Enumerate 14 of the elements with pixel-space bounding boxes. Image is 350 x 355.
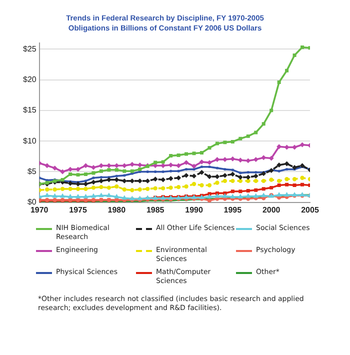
y-tick-label: $20: [22, 74, 37, 84]
y-tick-label: $10: [22, 136, 37, 146]
x-tick-label: 1985: [146, 205, 165, 214]
y-tick-label: $25: [22, 44, 37, 54]
x-tick-label: 1990: [185, 205, 204, 214]
x-tick-label: 1975: [69, 205, 88, 214]
y-tick-label: $0: [27, 198, 37, 207]
x-tick-label: 1995: [224, 205, 242, 214]
x-tick-label: 1980: [108, 205, 126, 214]
y-tick-label: $15: [22, 106, 37, 115]
y-tick-label: $5: [27, 166, 37, 176]
x-tick-label: 1970: [30, 205, 49, 214]
x-tick-label: 2000: [262, 205, 281, 214]
x-tick-label: 2005: [301, 205, 320, 214]
